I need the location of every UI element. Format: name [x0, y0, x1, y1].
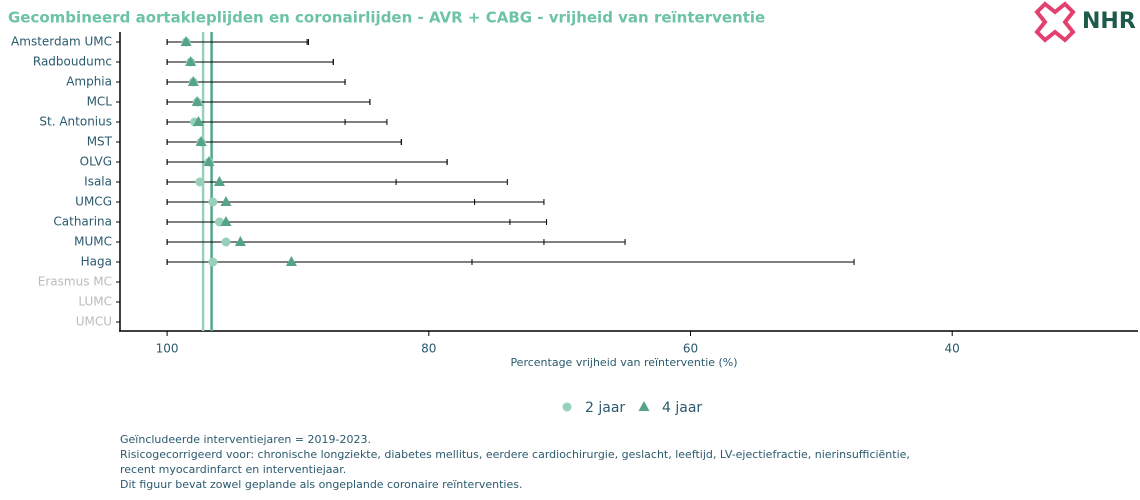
point [285, 256, 297, 266]
point [213, 176, 225, 186]
y-tick-label: Amsterdam UMC [11, 35, 112, 49]
y-tick-label: Erasmus MC [38, 275, 112, 289]
point [195, 136, 207, 146]
point [180, 36, 192, 46]
x-tick-label: 40 [945, 342, 960, 356]
chart-title: Gecombineerd aortakleplijden en coronair… [8, 9, 765, 27]
point [195, 177, 205, 187]
logo: NHR [1034, 1, 1136, 43]
y-tick-label: Haga [81, 255, 112, 269]
point [234, 236, 246, 246]
x-axis-title: Percentage vrijheid van reïnterventie (%… [510, 356, 737, 369]
point [185, 56, 197, 66]
footnote: Dit figuur bevat zowel geplande als onge… [120, 478, 522, 491]
x-tick-label: 60 [683, 342, 698, 356]
y-tick-label: OLVG [80, 155, 112, 169]
y-tick-label: Amphia [66, 75, 112, 89]
footnote: recent myocardinfarct en interventiejaar… [120, 463, 346, 476]
point [220, 196, 232, 206]
y-tick-label: UMCU [76, 315, 112, 329]
legend-label: 4 jaar [662, 400, 702, 416]
y-tick-label: UMCG [75, 195, 112, 209]
y-tick-label: Isala [84, 175, 112, 189]
point [193, 116, 205, 126]
y-tick-label: LUMC [78, 295, 112, 309]
x-tick-label: 80 [421, 342, 436, 356]
legend-marker [562, 402, 572, 412]
y-tick-label: MUMC [74, 235, 112, 249]
point [208, 257, 218, 267]
y-tick-label: MCL [87, 95, 113, 109]
point [220, 216, 232, 226]
point [221, 237, 231, 247]
logo-icon [1034, 1, 1076, 43]
legend-label: 2 jaar [585, 400, 625, 416]
point [203, 156, 215, 166]
y-tick-label: Radboudumc [33, 55, 112, 69]
y-tick-label: St. Antonius [39, 115, 112, 129]
point [191, 96, 203, 106]
y-tick-label: MST [87, 135, 113, 149]
y-tick-label: Catharina [53, 215, 112, 229]
footnote: Geïncludeerde interventiejaren = 2019-20… [120, 433, 371, 446]
legend-marker [638, 401, 650, 411]
logo-text: NHR [1082, 9, 1136, 34]
point [187, 76, 199, 86]
point [208, 197, 218, 207]
x-tick-label: 100 [156, 342, 179, 356]
footnote: Risicogecorrigeerd voor: chronische long… [120, 448, 910, 461]
